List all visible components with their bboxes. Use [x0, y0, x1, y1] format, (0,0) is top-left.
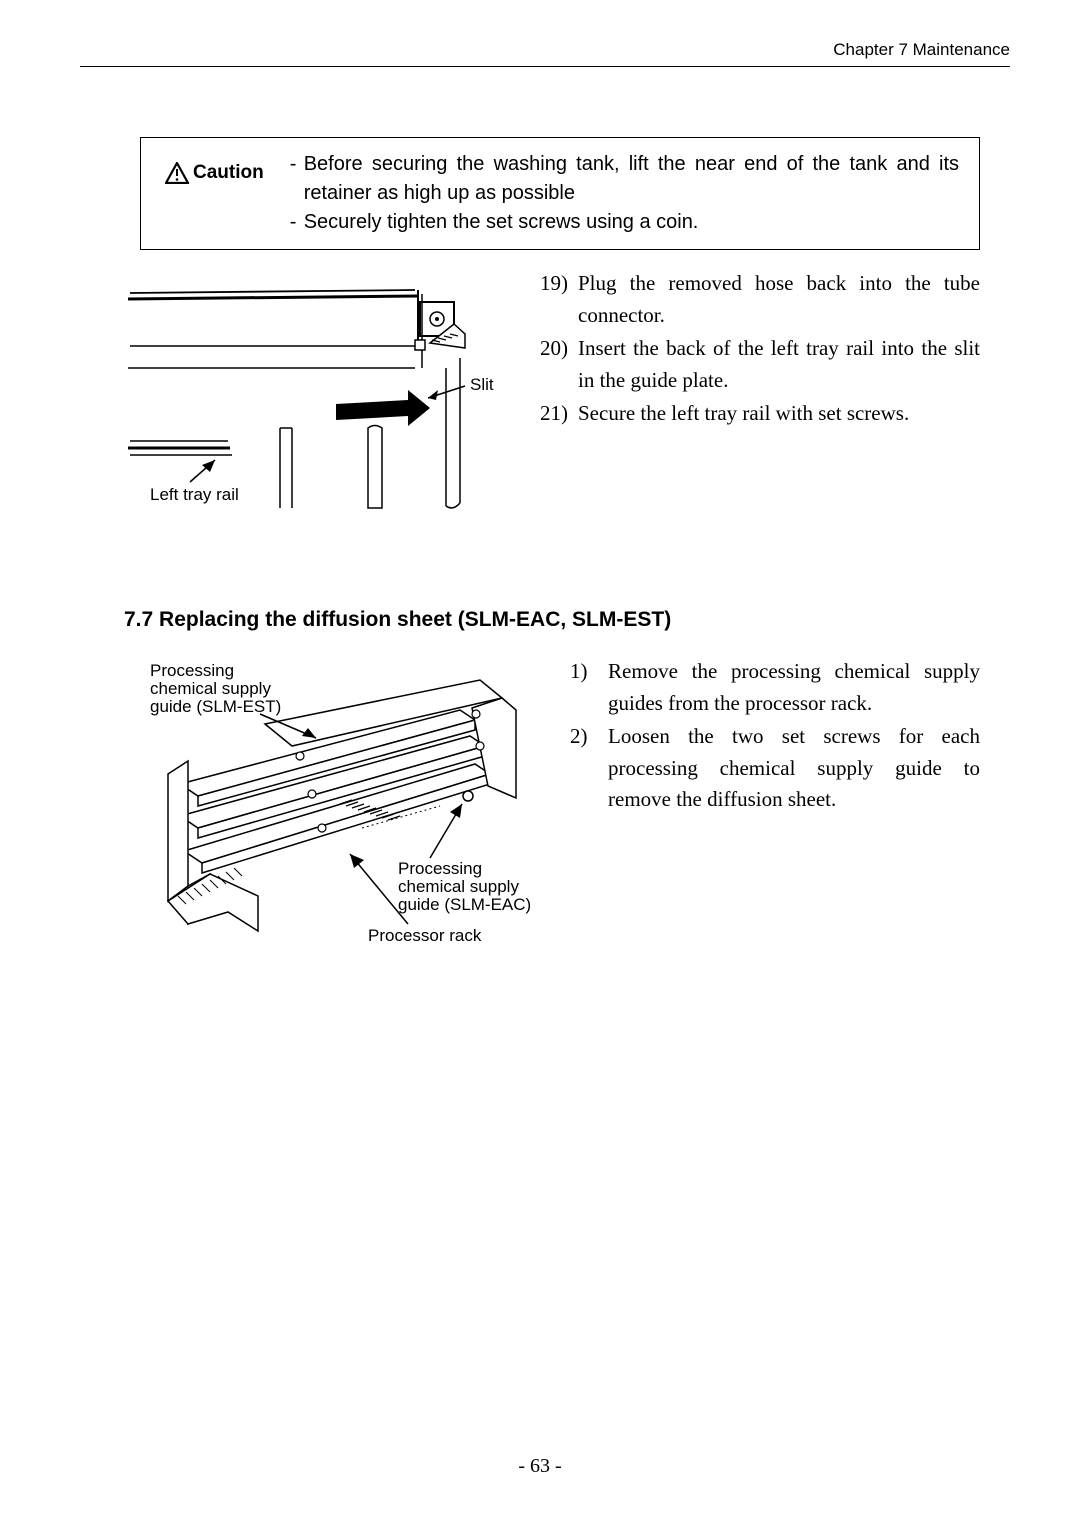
caution-item: Before securing the washing tank, lift t… — [304, 150, 959, 208]
step-number: 21) — [540, 398, 578, 430]
section-title: 7.7 Replacing the diffusion sheet (SLM-E… — [124, 608, 980, 632]
step-text: Loosen the two set screws for each proce… — [608, 721, 980, 816]
page-number: - 63 - — [0, 1455, 1080, 1478]
caution-icon — [165, 162, 189, 184]
step-text: Secure the left tray rail with set screw… — [578, 398, 980, 430]
caution-box: Caution -Before securing the washing tan… — [140, 137, 980, 250]
figure-processor-rack: Processing chemical supply guide (SLM-ES… — [120, 656, 530, 971]
caution-item: Securely tighten the set screws using a … — [304, 208, 699, 237]
caution-body: -Before securing the washing tank, lift … — [290, 150, 959, 237]
label-left-tray-rail: Left tray rail — [150, 485, 239, 504]
step-number: 19) — [540, 268, 578, 331]
label-processor-rack: Processor rack — [368, 926, 482, 945]
caution-label: Caution — [165, 162, 264, 184]
label-est: Processing chemical supply guide (SLM-ES… — [150, 661, 281, 716]
step-text: Insert the back of the left tray rail in… — [578, 333, 980, 396]
label-eac: Processing chemical supply guide (SLM-EA… — [398, 859, 530, 914]
step-text: Plug the removed hose back into the tube… — [578, 268, 980, 331]
step-text: Remove the processing chemical supply gu… — [608, 656, 980, 719]
caution-text-label: Caution — [193, 162, 264, 184]
step-number: 20) — [540, 333, 578, 396]
steps-list-a: 19)Plug the removed hose back into the t… — [540, 268, 980, 432]
steps-list-b: 1)Remove the processing chemical supply … — [570, 656, 980, 818]
step-number: 1) — [570, 656, 608, 719]
figure-tray-rail: Slit Left tray rail — [120, 268, 500, 518]
step-number: 2) — [570, 721, 608, 816]
label-slit: Slit — [470, 375, 494, 394]
page-header: Chapter 7 Maintenance — [80, 40, 1010, 67]
